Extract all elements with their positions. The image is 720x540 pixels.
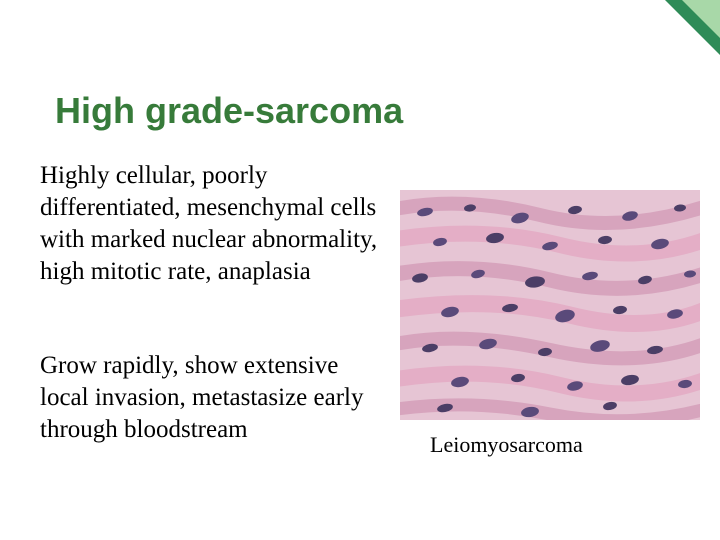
slide-title: High grade-sarcoma	[55, 90, 403, 132]
accent-triangle	[665, 0, 720, 55]
histology-image	[400, 190, 700, 420]
image-caption: Leiomyosarcoma	[430, 432, 583, 458]
paragraph-2: Grow rapidly, show extensive local invas…	[40, 350, 380, 446]
paragraph-1: Highly cellular, poorly differentiated, …	[40, 160, 380, 288]
